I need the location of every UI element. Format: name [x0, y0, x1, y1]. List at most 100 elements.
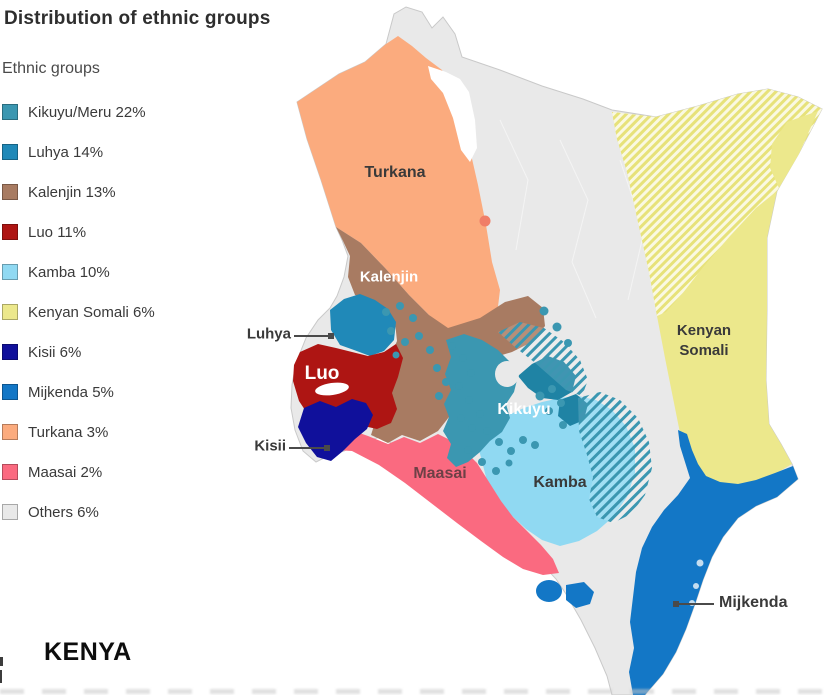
- legend-swatch-kisii: [2, 344, 18, 360]
- bottom-cutoff-text-artifact: [0, 689, 835, 694]
- meru-presence-dot: [559, 421, 567, 429]
- legend-item-label: Kisii 6%: [28, 343, 82, 361]
- edge-artifact-2: [0, 670, 2, 683]
- meru-presence-dot: [548, 385, 556, 393]
- meru-presence-dot: [492, 467, 500, 475]
- meru-presence-dot: [557, 399, 565, 407]
- kisii-leader-dot: [324, 445, 330, 451]
- legend-heading: Ethnic groups: [2, 60, 100, 77]
- map-label-kamba: Kamba: [533, 474, 587, 491]
- region-luhya: [330, 294, 396, 356]
- meru-presence-dot: [415, 332, 423, 340]
- meru-presence-dot: [396, 302, 404, 310]
- legend-swatch-mijkenda: [2, 384, 18, 400]
- meru-presence-dot: [401, 338, 409, 346]
- map-label-kikuyu: Kikuyu: [497, 401, 551, 418]
- legend-items: Kikuyu/Meru 22% Luhya 14% Kalenjin 13% Luo …: [2, 92, 232, 532]
- mt-kenya-gap: [495, 361, 519, 387]
- winam-gulf: [315, 382, 349, 396]
- meru-presence-dot: [382, 308, 390, 316]
- meru-presence-dot: [459, 354, 467, 362]
- legend-item-mijkenda: Mijkenda 5%: [2, 372, 232, 412]
- map-label-kenyan-somali-line1: Kenyan: [676, 322, 732, 339]
- meru-presence-dot: [455, 382, 463, 390]
- meru-presence-dot: [519, 436, 527, 444]
- red-enclave-dot: [479, 215, 491, 227]
- mijkenda-leader-dot: [673, 601, 679, 607]
- map-label-maasai: Maasai: [413, 465, 467, 482]
- legend-swatch-turkana: [2, 424, 18, 440]
- legend-item-luhya: Luhya 14%: [2, 132, 232, 172]
- meru-presence-dot: [433, 364, 441, 372]
- region-mijkenda: [629, 430, 798, 695]
- meru-presence-dot: [435, 392, 443, 400]
- lake-turkana: [428, 66, 477, 162]
- legend-swatch-luhya: [2, 144, 18, 160]
- map-label-kisii: Kisii: [254, 437, 286, 455]
- legend-item-label: Turkana 3%: [28, 423, 109, 441]
- meru-presence-dot: [531, 441, 539, 449]
- legend-item-label: Kamba 10%: [28, 263, 110, 281]
- legend-item-label: Luhya 14%: [28, 143, 104, 161]
- legend-item-turkana: Turkana 3%: [2, 412, 232, 452]
- meru-presence-dot: [457, 414, 465, 422]
- meru-presence-dot: [552, 322, 562, 332]
- legend: Ethnic groups Kikuyu/Meru 22% Luhya 14% Ka…: [2, 60, 232, 532]
- luhya-leader-dot: [328, 333, 334, 339]
- legend-item-label: Kikuyu/Meru 22%: [28, 103, 146, 121]
- leader-lines: [289, 333, 714, 607]
- legend-swatch-somali: [2, 304, 18, 320]
- meru-presence-dot: [535, 391, 545, 401]
- region-mijkenda-enclave-1: [536, 580, 562, 602]
- region-kenyan-somali-ne-pocket: [770, 111, 818, 188]
- meru-presence-dot: [564, 339, 572, 347]
- meru-presence-dot: [545, 407, 553, 415]
- map-label-turkana: Turkana: [364, 164, 426, 181]
- map-label-kenyan-somali: Kenyan Somali: [677, 321, 731, 361]
- region-maasai: [330, 429, 559, 575]
- page-title: Distribution of ethnic groups: [4, 8, 271, 29]
- legend-item-luo: Luo 11%: [2, 212, 232, 252]
- legend-item-somali: Kenyan Somali 6%: [2, 292, 232, 332]
- map-label-luhya: Luhya: [246, 325, 291, 343]
- region-mijkenda-enclave-2: [566, 582, 594, 608]
- meru-presence-dot: [467, 369, 475, 377]
- legend-item-kisii: Kisii 6%: [2, 332, 232, 372]
- map-label-kalenjin: Kalenjin: [359, 268, 419, 286]
- meru-presence-dot: [409, 314, 417, 322]
- meru-presence-dot: [387, 327, 395, 335]
- meru-presence-dot: [478, 458, 486, 466]
- meru-presence-dot: [507, 447, 515, 455]
- legend-item-label: Kenyan Somali 6%: [28, 303, 155, 321]
- meru-presence-dot: [442, 378, 450, 386]
- map-label-mijkenda: Mijkenda: [719, 594, 788, 611]
- region-kikuyu-hatch-ne: [498, 322, 588, 396]
- meru-presence-dot: [476, 410, 484, 418]
- meru-presence-dot: [465, 396, 473, 404]
- meru-presence-dot: [468, 424, 476, 432]
- legend-swatch-kalenjin: [2, 184, 18, 200]
- legend-item-maasai: Maasai 2%: [2, 452, 232, 492]
- meru-presence-dot: [448, 342, 456, 350]
- legend-swatch-kikuyu: [2, 104, 18, 120]
- legend-swatch-kamba: [2, 264, 18, 280]
- meru-presence-dot: [392, 351, 400, 359]
- meru-presence-dot: [495, 438, 503, 446]
- region-kikuyu-hatch-east: [578, 392, 652, 523]
- meru-presence-dot: [505, 459, 513, 467]
- region-kisii: [298, 399, 373, 461]
- region-kenyan-somali-hatch: [612, 89, 822, 316]
- meru-presence-dot: [539, 306, 549, 316]
- legend-item-label: Kalenjin 13%: [28, 183, 116, 201]
- country-label: KENYA: [44, 638, 132, 666]
- map-label-kenyan-somali-line2: Somali: [679, 342, 729, 359]
- map-label-luo: Luo: [304, 363, 340, 384]
- legend-item-label: Luo 11%: [28, 223, 87, 241]
- legend-item-label: Others 6%: [28, 503, 99, 521]
- legend-swatch-maasai: [2, 464, 18, 480]
- legend-item-kalenjin: Kalenjin 13%: [2, 172, 232, 212]
- legend-item-kamba: Kamba 10%: [2, 252, 232, 292]
- legend-swatch-luo: [2, 224, 18, 240]
